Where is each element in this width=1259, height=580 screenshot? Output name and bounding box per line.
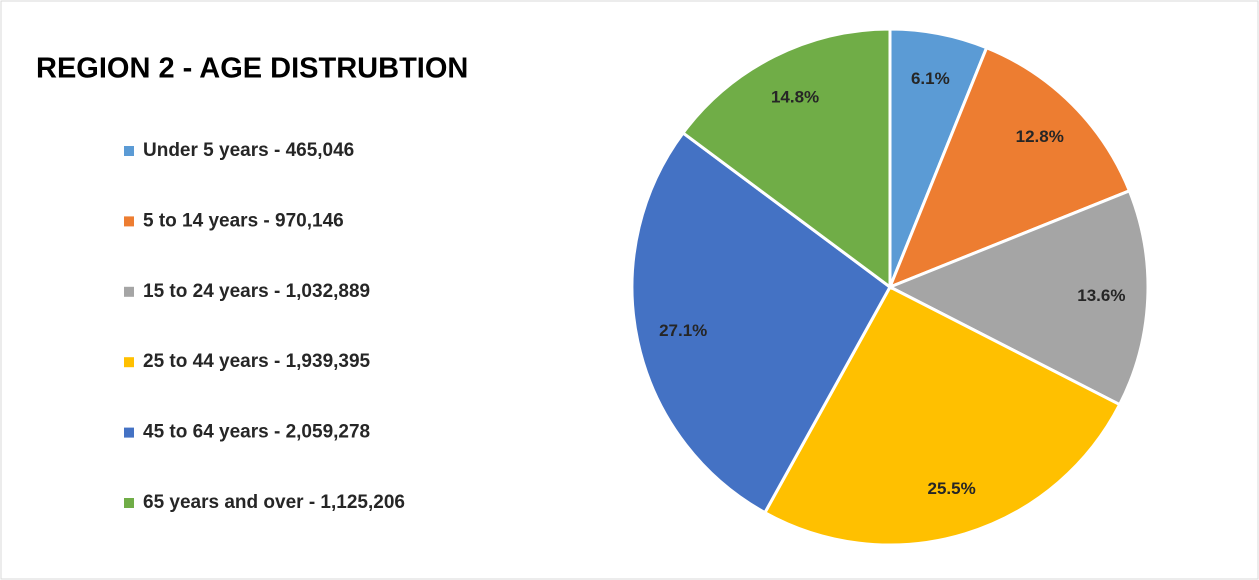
legend-swatch: [124, 498, 134, 508]
slice-label: 27.1%: [659, 321, 707, 340]
slice-label: 13.6%: [1077, 286, 1125, 305]
legend-swatch: [124, 357, 134, 368]
legend-label: Under 5 years - 465,046: [143, 140, 354, 161]
legend-label: 25 to 44 years - 1,939,395: [143, 351, 371, 372]
slice-label: 6.1%: [911, 69, 950, 88]
slice-label: 14.8%: [771, 87, 819, 106]
legend-label: 15 to 24 years - 1,032,889: [143, 281, 370, 302]
slice-label: 12.8%: [1016, 127, 1064, 146]
slice-label: 25.5%: [928, 479, 976, 498]
pie-slice: [887, 45, 1132, 290]
legend-swatch: [124, 427, 134, 438]
chart-title: REGION 2 - AGE DISTRUBTION: [36, 53, 468, 85]
legend-swatch: [124, 216, 134, 227]
pie-slice: [630, 130, 892, 515]
legend-label: 65 years and over - 1,125,206: [143, 492, 405, 513]
legend-swatch: [124, 146, 134, 156]
legend-label: 5 to 14 years - 970,146: [143, 210, 344, 231]
legend-label: 45 to 64 years - 2,059,278: [143, 422, 370, 443]
pie-slice: [680, 27, 892, 290]
legend-swatch: [124, 286, 134, 297]
pie-slice: [762, 285, 1122, 547]
pie-slice: [886, 188, 1150, 407]
